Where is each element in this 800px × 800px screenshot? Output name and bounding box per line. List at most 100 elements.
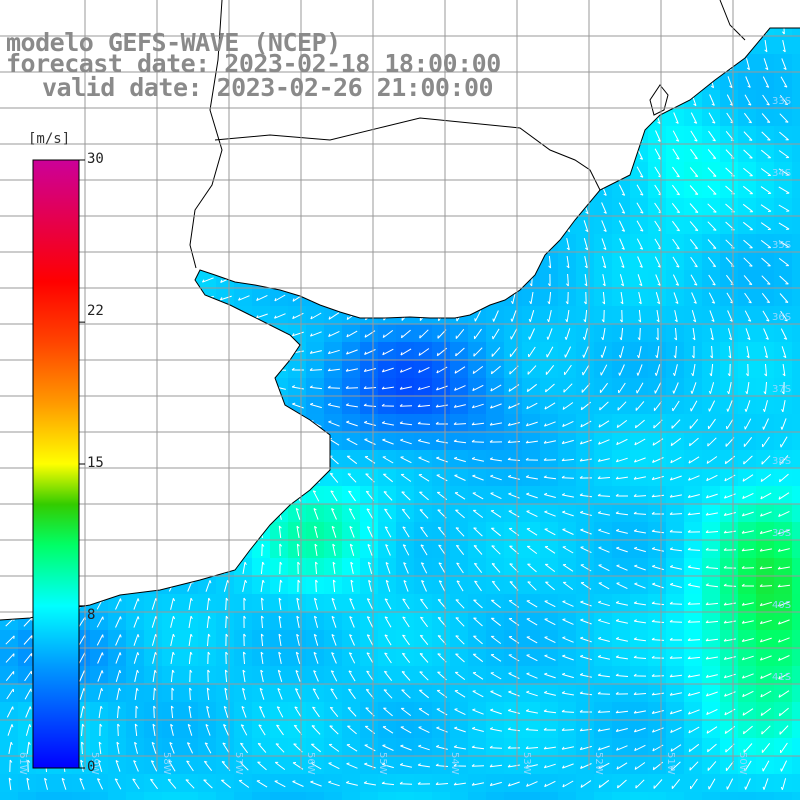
wind-arrow bbox=[690, 274, 698, 286]
wind-arrow bbox=[669, 601, 683, 605]
wind-arrow bbox=[259, 687, 265, 700]
wind-arrow bbox=[490, 510, 502, 518]
wind-arrow bbox=[617, 401, 627, 411]
wind-arrow bbox=[383, 670, 393, 682]
wind-cell bbox=[432, 774, 451, 793]
wind-arrow bbox=[745, 382, 750, 395]
wind-cell bbox=[18, 684, 37, 703]
wind-arrow bbox=[170, 616, 176, 628]
wind-arrow bbox=[670, 744, 682, 752]
wind-arrow bbox=[705, 638, 719, 642]
wind-arrow bbox=[779, 473, 789, 483]
wind-arrow bbox=[453, 422, 467, 425]
wind-arrow bbox=[745, 328, 751, 341]
wind-cell bbox=[720, 612, 739, 631]
wind-arrow bbox=[418, 438, 430, 444]
wind-arrow bbox=[418, 456, 430, 463]
wind-arrow bbox=[761, 292, 771, 304]
wind-cell bbox=[396, 342, 415, 361]
wind-arrow bbox=[23, 652, 33, 664]
wind-arrow bbox=[349, 616, 355, 628]
wind-cell bbox=[720, 486, 739, 505]
wind-arrow bbox=[382, 456, 394, 464]
wind-arrow bbox=[745, 363, 749, 377]
wind-cell bbox=[738, 432, 757, 451]
wind-cell bbox=[198, 270, 217, 289]
wind-arrow bbox=[331, 633, 337, 646]
wind-cell bbox=[576, 756, 595, 775]
wind-cell bbox=[216, 594, 235, 613]
wind-arrow bbox=[327, 368, 340, 372]
wind-cell bbox=[594, 378, 613, 397]
wind-cell bbox=[630, 324, 649, 343]
wind-arrow bbox=[204, 742, 212, 754]
wind-arrow bbox=[471, 439, 485, 443]
wind-cell bbox=[0, 648, 19, 667]
wind-cell bbox=[18, 648, 37, 667]
wind-cell bbox=[612, 774, 631, 793]
wind-arrow bbox=[673, 112, 679, 124]
wind-arrow bbox=[489, 781, 502, 787]
wind-arrow bbox=[527, 581, 537, 591]
wind-arrow bbox=[418, 366, 430, 374]
wind-cell bbox=[702, 360, 721, 379]
wind-arrow bbox=[7, 724, 14, 736]
wind-cell bbox=[108, 594, 127, 613]
wind-cell bbox=[792, 288, 800, 307]
wind-arrow bbox=[473, 347, 483, 357]
wind-arrow bbox=[601, 202, 607, 214]
wind-arrow bbox=[563, 383, 573, 393]
wind-cell bbox=[702, 378, 721, 397]
wind-arrow bbox=[654, 364, 661, 376]
wind-arrow bbox=[276, 724, 284, 736]
wind-arrow bbox=[615, 601, 629, 606]
colorbar-tick-15: 15 bbox=[87, 455, 104, 471]
coastline bbox=[0, 0, 800, 621]
wind-arrow bbox=[598, 582, 610, 590]
wind-arrow bbox=[238, 295, 250, 301]
wind-arrow bbox=[597, 458, 610, 462]
wind-arrow bbox=[417, 781, 431, 785]
wind-arrow bbox=[778, 510, 790, 518]
wind-cell bbox=[666, 414, 685, 433]
wind-arrow bbox=[384, 526, 392, 538]
wind-arrow bbox=[364, 744, 376, 752]
wind-arrow bbox=[562, 510, 574, 517]
wind-arrow bbox=[292, 402, 304, 409]
wind-arrow bbox=[724, 691, 736, 697]
wind-cell bbox=[558, 756, 577, 775]
wind-arrow bbox=[417, 385, 430, 391]
wind-cell bbox=[90, 630, 109, 649]
wind-arrow bbox=[637, 274, 643, 287]
wind-arrow bbox=[489, 403, 502, 409]
wind-cell bbox=[540, 324, 559, 343]
wind-arrow bbox=[652, 564, 664, 571]
wind-arrow bbox=[562, 564, 574, 572]
wind-arrow bbox=[222, 742, 230, 754]
wind-arrow bbox=[260, 651, 264, 664]
wind-arrow bbox=[669, 692, 682, 696]
wind-arrow bbox=[528, 310, 535, 322]
wind-cell bbox=[144, 594, 163, 613]
wind-cell bbox=[774, 504, 793, 523]
wind-cell bbox=[72, 792, 91, 800]
wind-arrow bbox=[762, 778, 769, 790]
wind-arrow bbox=[453, 782, 466, 786]
wind-cell bbox=[504, 324, 523, 343]
wind-arrow bbox=[597, 691, 611, 695]
wind-arrow bbox=[705, 620, 719, 624]
wind-arrow bbox=[526, 492, 538, 499]
wind-arrow bbox=[583, 238, 589, 251]
wind-arrow bbox=[509, 346, 518, 358]
wind-arrow bbox=[561, 763, 574, 769]
wind-arrow bbox=[762, 76, 770, 88]
wind-cell bbox=[774, 396, 793, 415]
wind-cell bbox=[288, 792, 307, 800]
wind-arrow bbox=[188, 615, 193, 628]
wind-arrow bbox=[762, 760, 770, 772]
wind-arrow bbox=[329, 472, 339, 483]
wind-arrow bbox=[473, 562, 483, 574]
wind-arrow bbox=[526, 402, 538, 410]
wind-cell bbox=[612, 450, 631, 469]
wind-arrow bbox=[402, 598, 410, 610]
